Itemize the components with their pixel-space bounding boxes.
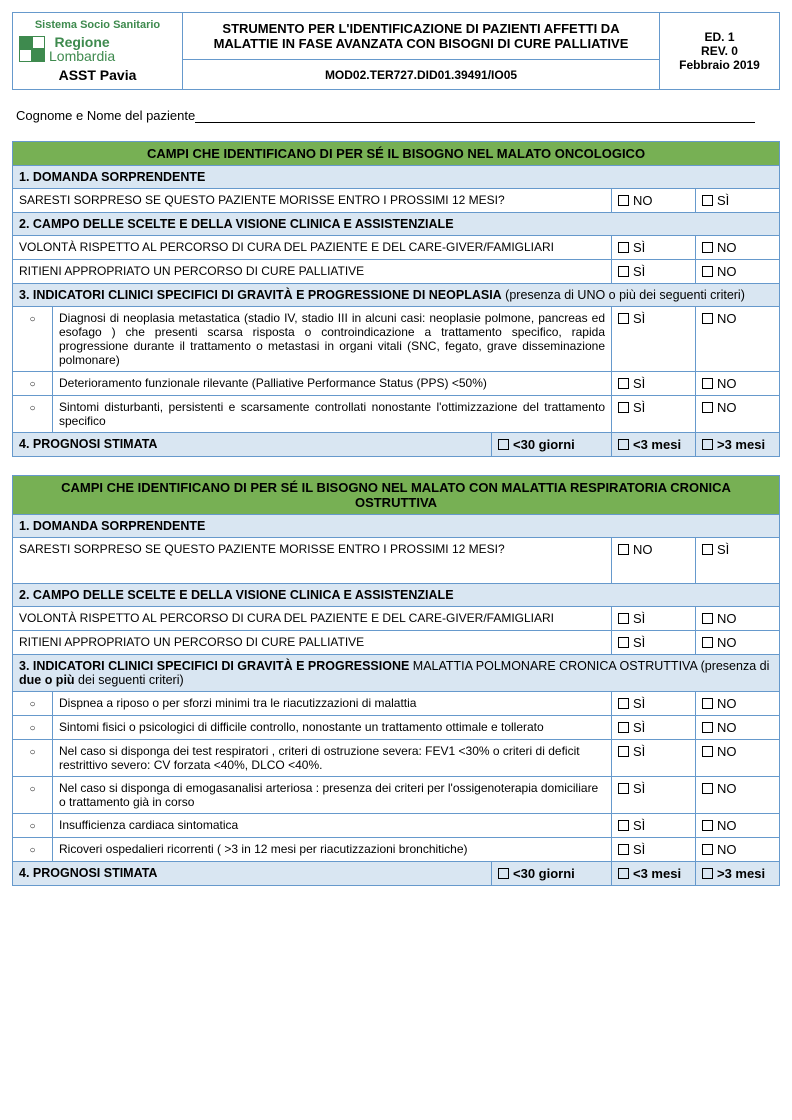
t1-s4-gt3m[interactable]: >3 mesi (696, 433, 780, 457)
t1-s3i3: Sintomi disturbanti, persistenti e scars… (53, 396, 612, 433)
asst-label: ASST Pavia (19, 67, 176, 83)
t2-s2q1: VOLONTÀ RISPETTO AL PERCORSO DI CURA DEL… (13, 607, 612, 631)
bullet: ○ (13, 716, 53, 740)
ed-label: ED. 1 (666, 30, 773, 44)
doc-title: STRUMENTO PER L'IDENTIFICAZIONE DI PAZIE… (183, 13, 660, 60)
t2-s3i4-no[interactable]: NO (696, 777, 780, 814)
t2-s1-no[interactable]: NO (612, 538, 696, 584)
bullet: ○ (13, 777, 53, 814)
t1-s2q1-si[interactable]: SÌ (612, 236, 696, 260)
t2-s3i2-no[interactable]: NO (696, 716, 780, 740)
t2-s3i3: Nel caso si disponga dei test respirator… (53, 740, 612, 777)
t2-s3i1: Dispnea a riposo o per sforzi minimi tra… (53, 692, 612, 716)
t1-s2q1-no[interactable]: NO (696, 236, 780, 260)
t1-s4-lt30[interactable]: <30 giorni (492, 433, 612, 457)
t1-s1-si[interactable]: SÌ (696, 189, 780, 213)
patient-name-underline[interactable] (195, 122, 755, 123)
logo-regione: Regione (49, 35, 115, 49)
t2-s3: 3. INDICATORI CLINICI SPECIFICI DI GRAVI… (13, 655, 780, 692)
table-oncologico: CAMPI CHE IDENTIFICANO DI PER SÉ IL BISO… (12, 141, 780, 457)
t1-s3i1: Diagnosi di neoplasia metastatica (stadi… (53, 307, 612, 372)
rev-label: REV. 0 (666, 44, 773, 58)
t2-s3i2: Sintomi fisici o psicologici di difficil… (53, 716, 612, 740)
t1-s3i2: Deterioramento funzionale rilevante (Pal… (53, 372, 612, 396)
t2-s3i5: Insufficienza cardiaca sintomatica (53, 814, 612, 838)
t2-s1q: SARESTI SORPRESO SE QUESTO PAZIENTE MORI… (13, 538, 612, 584)
t2-s3i5-no[interactable]: NO (696, 814, 780, 838)
t1-s4-lt3m[interactable]: <3 mesi (612, 433, 696, 457)
t2-s2q2-no[interactable]: NO (696, 631, 780, 655)
patient-name-line: Cognome e Nome del paziente (16, 108, 780, 123)
t2-s3i2-si[interactable]: SÌ (612, 716, 696, 740)
t1-s2: 2. CAMPO DELLE SCELTE E DELLA VISIONE CL… (13, 213, 780, 236)
t1-s4: 4. PROGNOSI STIMATA (13, 433, 492, 457)
t2-s2q1-no[interactable]: NO (696, 607, 780, 631)
t2-s2q2-si[interactable]: SÌ (612, 631, 696, 655)
regione-logo-icon (19, 36, 45, 62)
table-respiratoria: CAMPI CHE IDENTIFICANO DI PER SÉ IL BISO… (12, 475, 780, 886)
t2-s3i3-si[interactable]: SÌ (612, 740, 696, 777)
t1-s3i1-no[interactable]: NO (696, 307, 780, 372)
t1-title: CAMPI CHE IDENTIFICANO DI PER SÉ IL BISO… (13, 142, 780, 166)
t1-s3i2-no[interactable]: NO (696, 372, 780, 396)
t1-s3i3-si[interactable]: SÌ (612, 396, 696, 433)
t2-s1-si[interactable]: SÌ (696, 538, 780, 584)
bullet: ○ (13, 814, 53, 838)
t2-s3i1-no[interactable]: NO (696, 692, 780, 716)
t2-s4-gt3m[interactable]: >3 mesi (696, 862, 780, 886)
t1-s3i1-si[interactable]: SÌ (612, 307, 696, 372)
t2-s2q1-si[interactable]: SÌ (612, 607, 696, 631)
t2-title: CAMPI CHE IDENTIFICANO DI PER SÉ IL BISO… (13, 476, 780, 515)
bullet: ○ (13, 838, 53, 862)
mod-code: MOD02.TER727.DID01.39491/IO05 (183, 60, 660, 90)
bullet: ○ (13, 396, 53, 433)
t2-s3i1-si[interactable]: SÌ (612, 692, 696, 716)
t2-s3i3-no[interactable]: NO (696, 740, 780, 777)
t1-s3i2-si[interactable]: SÌ (612, 372, 696, 396)
logo-sss-text: Sistema Socio Sanitario (19, 19, 176, 31)
t2-s1: 1. DOMANDA SORPRENDENTE (13, 515, 780, 538)
t1-s3i3-no[interactable]: NO (696, 396, 780, 433)
bullet: ○ (13, 307, 53, 372)
t1-s2q2-no[interactable]: NO (696, 260, 780, 284)
date-label: Febbraio 2019 (666, 58, 773, 72)
t2-s3i6: Ricoveri ospedalieri ricorrenti ( >3 in … (53, 838, 612, 862)
t2-s2: 2. CAMPO DELLE SCELTE E DELLA VISIONE CL… (13, 584, 780, 607)
logo-cell: Sistema Socio Sanitario Regione Lombardi… (13, 13, 183, 90)
t2-s3i6-si[interactable]: SÌ (612, 838, 696, 862)
t2-s4: 4. PROGNOSI STIMATA (13, 862, 492, 886)
t1-s2q2: RITIENI APPROPRIATO UN PERCORSO DI CURE … (13, 260, 612, 284)
t2-s3i6-no[interactable]: NO (696, 838, 780, 862)
bullet: ○ (13, 372, 53, 396)
t1-s2q2-si[interactable]: SÌ (612, 260, 696, 284)
t1-s3: 3. INDICATORI CLINICI SPECIFICI DI GRAVI… (13, 284, 780, 307)
t2-s3i5-si[interactable]: SÌ (612, 814, 696, 838)
bullet: ○ (13, 740, 53, 777)
t1-s1: 1. DOMANDA SORPRENDENTE (13, 166, 780, 189)
t2-s2q2: RITIENI APPROPRIATO UN PERCORSO DI CURE … (13, 631, 612, 655)
t1-s1q: SARESTI SORPRESO SE QUESTO PAZIENTE MORI… (13, 189, 612, 213)
t2-s3i4-si[interactable]: SÌ (612, 777, 696, 814)
t2-s4-lt30[interactable]: <30 giorni (492, 862, 612, 886)
patient-name-label: Cognome e Nome del paziente (16, 108, 195, 123)
bullet: ○ (13, 692, 53, 716)
edition-cell: ED. 1 REV. 0 Febbraio 2019 (660, 13, 780, 90)
document-header: Sistema Socio Sanitario Regione Lombardi… (12, 12, 780, 90)
t1-s1-no[interactable]: NO (612, 189, 696, 213)
t2-s4-lt3m[interactable]: <3 mesi (612, 862, 696, 886)
t1-s2q1: VOLONTÀ RISPETTO AL PERCORSO DI CURA DEL… (13, 236, 612, 260)
logo-lombardia: Lombardia (49, 49, 115, 63)
t2-s3i4: Nel caso si disponga di emogasanalisi ar… (53, 777, 612, 814)
